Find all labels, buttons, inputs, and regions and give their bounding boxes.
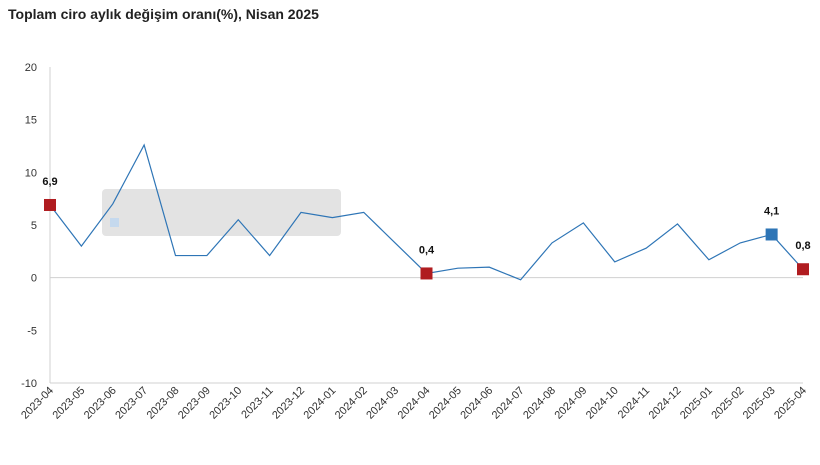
legend-box — [102, 189, 341, 236]
y-tick-label: -10 — [21, 378, 37, 390]
x-tick-label: 2024-05 — [427, 385, 464, 422]
data-label: 0,4 — [419, 244, 435, 256]
highlight-marker — [44, 198, 56, 211]
x-tick-label: 2024-08 — [521, 385, 558, 422]
highlight-marker — [420, 267, 433, 280]
x-tick-label: 2024-03 — [364, 385, 401, 422]
data-label: 4,1 — [764, 205, 779, 217]
highlight-marker — [797, 263, 809, 276]
x-axis-ticks: 2023-042023-052023-062023-072023-082023-… — [19, 385, 809, 422]
data-label: 6,9 — [42, 176, 57, 188]
x-tick-label: 2024-09 — [552, 385, 589, 422]
legend-swatch — [110, 218, 119, 227]
y-tick-label: 20 — [25, 62, 37, 74]
x-tick-label: 2024-02 — [333, 385, 370, 422]
x-tick-label: 2024-04 — [396, 385, 433, 422]
x-tick-label: 2023-06 — [82, 385, 119, 422]
y-tick-label: 0 — [31, 273, 37, 285]
x-tick-label: 2024-12 — [647, 385, 684, 422]
x-tick-label: 2025-03 — [741, 385, 778, 422]
data-labels: 6,9 0,4 4,1 0,8 — [42, 176, 810, 256]
y-axis-ticks: 20 15 10 5 0 -5 -10 — [21, 62, 37, 390]
x-tick-label: 2023-11 — [239, 385, 275, 421]
series-line — [49, 143, 804, 281]
chart-title: Toplam ciro aylık değişim oranı(%), Nisa… — [8, 6, 319, 22]
x-tick-label: 2023-12 — [270, 385, 307, 422]
x-tick-label: 2025-01 — [678, 385, 715, 422]
x-tick-label: 2024-10 — [584, 385, 621, 422]
series-line-group — [49, 143, 804, 281]
x-tick-label: 2023-05 — [50, 385, 87, 422]
x-tick-label: 2025-04 — [772, 385, 809, 422]
y-tick-label: 10 — [25, 167, 37, 179]
y-tick-label: 5 — [31, 220, 37, 232]
y-tick-label: -5 — [27, 325, 37, 337]
x-tick-label: 2023-08 — [145, 385, 182, 422]
y-tick-label: 15 — [25, 115, 37, 127]
data-label: 0,8 — [795, 240, 810, 252]
highlight-marker — [765, 228, 778, 241]
x-tick-label: 2023-04 — [19, 385, 56, 422]
x-tick-label: 2023-07 — [113, 385, 150, 422]
x-tick-label: 2024-11 — [616, 385, 652, 421]
highlight-markers — [44, 198, 809, 280]
x-tick-label: 2024-07 — [490, 385, 527, 422]
x-tick-label: 2023-09 — [176, 385, 213, 422]
x-tick-label: 2024-01 — [301, 385, 338, 422]
x-tick-label: 2024-06 — [458, 385, 495, 422]
x-tick-label: 2025-02 — [709, 385, 746, 422]
x-tick-label: 2023-10 — [207, 385, 244, 422]
